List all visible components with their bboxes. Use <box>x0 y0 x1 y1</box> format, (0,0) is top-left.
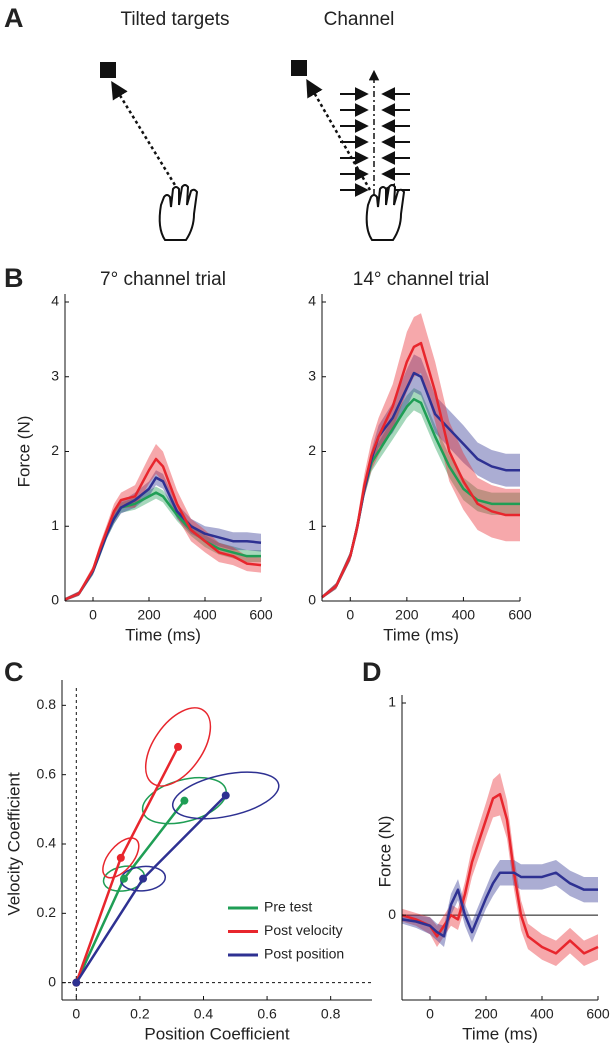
panel-label: C <box>4 657 24 687</box>
legend-label: Post velocity <box>264 922 343 938</box>
error-band <box>322 313 520 599</box>
x-tick-label: 200 <box>474 1006 498 1022</box>
x-tick-label: 600 <box>508 607 532 623</box>
x-tick-label: 0.6 <box>257 1006 277 1022</box>
panel-label: B <box>4 263 24 293</box>
y-tick-label: 0 <box>388 906 396 922</box>
diagram: Tilted targets Channel <box>100 9 410 241</box>
y-tick-label: 3 <box>308 367 316 383</box>
y-tick-label: 4 <box>308 293 316 309</box>
diagram-title: Tilted targets <box>120 9 229 30</box>
point <box>120 874 128 883</box>
point <box>72 978 81 987</box>
x-tick-label: 0.8 <box>321 1006 341 1022</box>
y-tick-label: 0.2 <box>37 904 57 920</box>
y-axis-label: Velocity Coefficient <box>4 772 23 916</box>
hand <box>158 184 199 241</box>
y-tick-label: 0 <box>48 973 56 989</box>
point <box>174 742 183 751</box>
chart-title: 14° channel trial <box>353 269 489 290</box>
y-tick-label: 0 <box>308 592 316 608</box>
error-band <box>322 387 520 599</box>
diagram-title: Channel <box>324 9 395 30</box>
confidence-ellipse <box>102 837 140 879</box>
point <box>116 853 125 862</box>
y-tick-label: 4 <box>51 293 59 309</box>
error-band <box>65 470 261 601</box>
y-tick-label: 1 <box>388 694 396 710</box>
x-tick-label: 0 <box>89 607 97 623</box>
error-band <box>402 773 598 967</box>
y-tick-label: 2 <box>51 442 59 458</box>
error-band <box>65 486 261 601</box>
legend-label: Post position <box>264 946 344 962</box>
y-tick-label: 1 <box>51 517 59 533</box>
x-tick-label: 0 <box>72 1006 80 1022</box>
y-tick-label: 1 <box>308 517 316 533</box>
y-tick-label: 3 <box>51 367 59 383</box>
y-tick-label: 0.4 <box>37 835 57 851</box>
x-tick-label: 400 <box>452 607 476 623</box>
target <box>291 60 307 76</box>
target <box>100 62 116 78</box>
x-tick-label: 200 <box>137 607 161 623</box>
y-tick-label: 2 <box>308 442 316 458</box>
error-band <box>322 354 520 599</box>
x-tick-label: 400 <box>530 1006 554 1022</box>
panel-label: D <box>362 657 382 687</box>
point <box>221 791 230 800</box>
x-tick-label: 0.4 <box>194 1006 214 1022</box>
confidence-ellipse <box>144 707 212 787</box>
chart-title: 7° channel trial <box>100 269 226 290</box>
y-tick-label: 0.8 <box>37 696 57 712</box>
x-tick-label: 0 <box>426 1006 434 1022</box>
series-line <box>321 341 520 599</box>
y-axis-label: Force (N) <box>14 416 33 488</box>
channel-forces <box>340 87 410 197</box>
confidence-ellipse <box>171 771 280 820</box>
x-axis-label: Time (ms) <box>383 625 459 644</box>
error-band <box>402 859 598 947</box>
series-line <box>64 457 262 601</box>
x-tick-label: 0.2 <box>130 1006 150 1022</box>
x-axis-label: Time (ms) <box>462 1024 538 1043</box>
x-tick-label: 200 <box>395 607 419 623</box>
y-tick-label: 0 <box>51 592 59 608</box>
x-tick-label: 400 <box>193 607 217 623</box>
point <box>180 796 189 805</box>
legend-label: Pre test <box>264 899 312 915</box>
x-tick-label: 0 <box>346 607 354 623</box>
x-axis-label: Position Coefficient <box>144 1024 289 1043</box>
panel-label: A <box>4 3 24 33</box>
x-axis-label: Time (ms) <box>125 625 201 644</box>
y-axis-label: Force (N) <box>375 816 394 888</box>
series-line <box>401 871 598 938</box>
reach-arrow <box>111 81 180 191</box>
point <box>139 874 148 883</box>
x-tick-label: 600 <box>249 607 273 623</box>
y-tick-label: 0.6 <box>37 765 57 781</box>
x-tick-label: 600 <box>586 1006 610 1022</box>
hand <box>365 184 406 241</box>
